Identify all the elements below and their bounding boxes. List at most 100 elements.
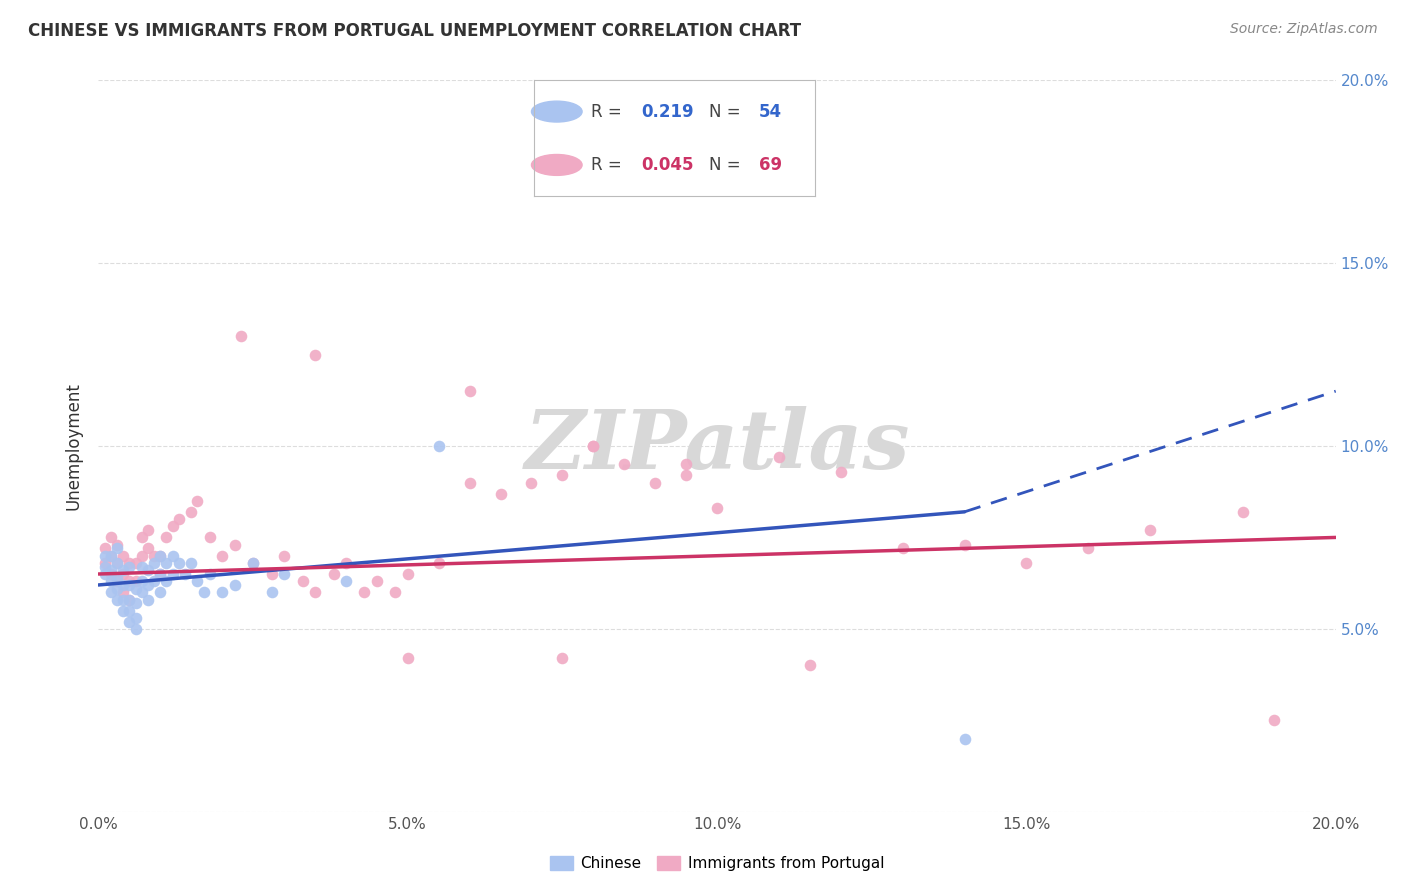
Point (143, 574, 166, 589)
Point (1139, 523, 1161, 537)
Point (260, 567, 283, 582)
Point (105, 556, 128, 570)
Point (224, 578, 246, 592)
Point (799, 658, 821, 673)
Point (551, 651, 574, 665)
Point (229, 329, 252, 343)
Point (582, 439, 605, 453)
Point (706, 501, 728, 516)
Point (118, 559, 141, 574)
Point (427, 439, 450, 453)
Point (149, 549, 172, 563)
Point (353, 585, 375, 599)
Point (149, 585, 172, 599)
Point (335, 574, 357, 589)
Circle shape (531, 154, 582, 176)
Point (105, 574, 128, 589)
Point (143, 549, 166, 563)
Point (105, 571, 128, 585)
Point (304, 348, 326, 362)
Point (100, 585, 122, 599)
Point (136, 523, 159, 537)
Point (131, 559, 153, 574)
Point (131, 585, 153, 599)
Point (198, 530, 221, 544)
Point (242, 556, 264, 570)
Text: N =: N = (709, 156, 745, 174)
Point (644, 475, 666, 490)
Point (105, 541, 128, 556)
Point (224, 538, 246, 552)
Point (162, 567, 184, 582)
Point (458, 384, 481, 399)
Text: ZIPatlas: ZIPatlas (524, 406, 910, 486)
Point (100, 567, 122, 582)
Point (124, 611, 146, 625)
Point (105, 582, 128, 596)
Point (180, 505, 202, 519)
Point (93, 549, 115, 563)
Point (118, 592, 141, 607)
Point (93, 556, 115, 570)
Point (489, 486, 512, 500)
Point (322, 567, 344, 582)
Point (520, 475, 543, 490)
Point (174, 567, 197, 582)
Point (335, 556, 357, 570)
Point (211, 549, 233, 563)
Point (186, 493, 208, 508)
Point (198, 567, 221, 582)
Point (93, 559, 115, 574)
Point (211, 585, 233, 599)
Point (136, 592, 159, 607)
Point (167, 512, 190, 526)
Point (124, 582, 146, 596)
Point (260, 585, 283, 599)
Point (112, 585, 135, 599)
Point (136, 541, 159, 556)
Point (124, 596, 146, 610)
Text: 0.045: 0.045 (641, 156, 693, 174)
Text: CHINESE VS IMMIGRANTS FROM PORTUGAL UNEMPLOYMENT CORRELATION CHART: CHINESE VS IMMIGRANTS FROM PORTUGAL UNEM… (28, 22, 801, 40)
Point (143, 556, 166, 570)
Point (830, 465, 852, 479)
Point (582, 439, 605, 453)
Point (953, 538, 976, 552)
Text: 54: 54 (759, 103, 782, 120)
Text: 69: 69 (759, 156, 782, 174)
Text: 0.219: 0.219 (641, 103, 693, 120)
Point (242, 556, 264, 570)
Point (149, 567, 172, 582)
Point (136, 563, 159, 577)
Point (155, 556, 177, 570)
Point (186, 574, 208, 589)
Text: Source: ZipAtlas.com: Source: ZipAtlas.com (1230, 22, 1378, 37)
Point (118, 574, 141, 589)
Point (105, 538, 128, 552)
Point (953, 731, 976, 746)
Point (100, 549, 122, 563)
Point (675, 458, 697, 472)
Point (112, 567, 135, 582)
Point (100, 563, 122, 577)
Point (1015, 556, 1038, 570)
Point (155, 530, 177, 544)
Point (149, 567, 172, 582)
Point (112, 603, 135, 617)
Point (100, 530, 122, 544)
Point (193, 585, 215, 599)
Point (118, 578, 141, 592)
Point (167, 556, 190, 570)
Point (105, 592, 128, 607)
Point (112, 563, 135, 577)
Point (366, 574, 388, 589)
Point (93, 567, 115, 582)
Point (124, 622, 146, 636)
Point (304, 585, 326, 599)
Point (131, 549, 153, 563)
Point (768, 450, 790, 464)
Point (131, 530, 153, 544)
Circle shape (531, 101, 582, 122)
Point (118, 603, 141, 617)
Point (124, 556, 146, 570)
